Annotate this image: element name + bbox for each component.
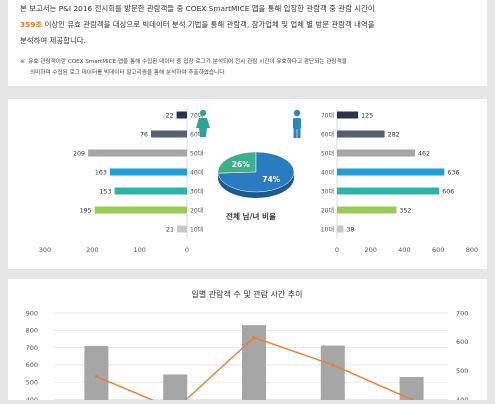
male-axis-tick: 200 [365, 246, 377, 254]
trend-plot: 900 800 700 600 500 400 700 600 500 400 [26, 309, 468, 404]
footnote: ※ 유효 관람객이란 COEX SmartMICE 앱을 통해 수집된 데이터 … [20, 57, 482, 79]
male-icon [293, 109, 301, 138]
intro-line-2: 359초 이상인 유효 관람객을 대상으로 빅데이터 분석 기법을 통해 관람객… [20, 17, 482, 33]
female-bar-value: 209 [73, 150, 85, 157]
female-bar-value: 163 [95, 169, 107, 176]
female-age-label: 30대 [190, 187, 203, 195]
female-bar [109, 168, 187, 176]
pie-slice [217, 151, 257, 174]
female-bar-value: 153 [100, 188, 112, 195]
male-age-label: 60대 [321, 130, 334, 138]
trend-left-tick: 500 [26, 379, 38, 387]
pie-slice-label: 74% [262, 175, 280, 184]
female-bar-value: 195 [80, 207, 92, 214]
gender-age-chart: 300 200 100 0 22 70대 76 60대 209 50대 163 40대 153 30대 19… [39, 107, 478, 254]
footnote-text-1: 유효 관람객이란 COEX SmartMICE 앱을 통해 수집된 데이터 중 … [28, 59, 347, 65]
female-bar [151, 130, 187, 138]
gender-ratio-pie: 26% 74% [217, 151, 295, 198]
female-bar [88, 149, 187, 157]
footnote-line-2: 의미하며 수집된 로그 데이터를 빅데이터 알고리즘을 통해 분석하여 추출하였… [30, 70, 227, 76]
daily-trend-panel: 일별 관람객 수 및 관람 시간 추이 900 800 700 600 500 400 70… [8, 279, 487, 404]
male-bar-value: 125 [361, 112, 373, 119]
male-axis-tick: 0 [335, 246, 339, 254]
intro-text: 본 보고서는 P&I 2016 전시회를 방문한 관람객들 중 COEX Sma… [20, 1, 482, 49]
female-axis-tick: 100 [133, 246, 145, 254]
female-age-label: 10대 [190, 225, 203, 233]
female-age-label: 40대 [190, 168, 203, 176]
intro-line-2-rest: 이상인 유효 관람객을 대상으로 빅데이터 분석 기법을 통해 관람객, 참가업… [42, 20, 375, 29]
pie-title: 전체 남/녀 비율 [226, 211, 276, 221]
trend-bar [399, 377, 424, 400]
female-bar [176, 111, 187, 119]
trend-chart-title: 일별 관람객 수 및 관람 시간 추이 [192, 289, 303, 299]
trend-right-tick: 500 [456, 367, 468, 375]
gender-age-panel: 300 200 100 0 22 70대 76 60대 209 50대 163 40대 153 30대 19… [8, 99, 487, 269]
intro-panel: 본 보고서는 P&I 2016 전시회를 방문한 관람객들 중 COEX Sma… [8, 0, 487, 86]
trend-left-tick: 800 [26, 327, 38, 335]
pie-depth [218, 172, 294, 198]
trend-bar [84, 345, 109, 400]
male-bar-value: 282 [388, 131, 400, 138]
male-age-label: 70대 [321, 111, 334, 119]
male-age-label: 10대 [321, 225, 334, 233]
female-bar-value: 76 [140, 131, 148, 138]
male-bar-value: 606 [442, 188, 454, 195]
female-bar [177, 225, 187, 233]
intro-line-1: 본 보고서는 P&I 2016 전시회를 방문한 관람객들 중 COEX Sma… [20, 4, 375, 13]
male-bar-value: 462 [418, 150, 430, 157]
male-bar [337, 149, 415, 157]
male-age-label: 50대 [321, 149, 334, 157]
trend-right-tick: 600 [456, 338, 468, 346]
reference-mark: ※ [20, 59, 25, 65]
male-age-label: 30대 [321, 187, 334, 195]
female-age-bar-chart: 300 200 100 0 22 70대 76 60대 209 50대 163 40대 153 30대 19… [39, 107, 203, 254]
trend-line-point [94, 374, 98, 379]
male-bar [337, 168, 445, 176]
male-bar [337, 187, 440, 195]
trend-left-tick: 900 [26, 309, 38, 317]
trend-line-point [252, 335, 256, 340]
male-bar-value: 38 [346, 226, 354, 233]
female-age-label: 50대 [190, 149, 203, 157]
female-age-label: 20대 [190, 206, 203, 214]
male-bar-value: 636 [447, 169, 459, 176]
male-bar [337, 206, 397, 214]
trend-bar [320, 345, 345, 400]
female-bar [114, 187, 187, 195]
trend-left-tick: 700 [26, 344, 38, 352]
female-axis-tick: 200 [86, 246, 98, 254]
female-bar-value: 21 [166, 226, 174, 233]
male-age-label: 20대 [321, 206, 334, 214]
pie-slice-label: 26% [232, 160, 250, 169]
trend-right-tick: 700 [456, 309, 468, 317]
female-age-label: 70대 [190, 111, 203, 119]
male-age-label: 40대 [321, 168, 334, 176]
trend-line-point [331, 363, 335, 367]
trend-left-tick: 400 [26, 396, 38, 400]
male-axis-tick: 600 [432, 246, 444, 254]
trend-bar [163, 374, 188, 400]
female-axis-tick: 0 [185, 246, 189, 254]
female-age-label: 60대 [190, 130, 203, 138]
male-axis-tick: 800 [466, 246, 478, 254]
trend-left-tick: 600 [26, 361, 38, 369]
pie-slice [217, 151, 295, 193]
trend-right-tick: 400 [456, 396, 468, 400]
female-axis-tick: 300 [39, 246, 51, 254]
duration-highlight: 359초 [20, 20, 43, 29]
male-age-bar-chart: 0 200 400 600 800 125 70대 282 60대 462 50대 636 40대 606… [321, 107, 478, 254]
footnote-line-1: ※ 유효 관람객이란 COEX SmartMICE 앱을 통해 수집된 데이터 … [20, 57, 482, 68]
daily-trend-chart: 일별 관람객 수 및 관람 시간 추이 900 800 700 600 500 400 70… [26, 289, 468, 404]
male-bar-value: 352 [399, 207, 411, 214]
male-bar [337, 225, 344, 233]
female-bar [94, 206, 187, 214]
female-icon [196, 109, 210, 137]
male-bar [337, 130, 385, 138]
female-bar-value: 22 [166, 112, 174, 119]
male-bar [337, 111, 359, 119]
male-axis-tick: 400 [398, 246, 410, 254]
intro-line-3: 분석하여 제공합니다. [20, 36, 86, 45]
